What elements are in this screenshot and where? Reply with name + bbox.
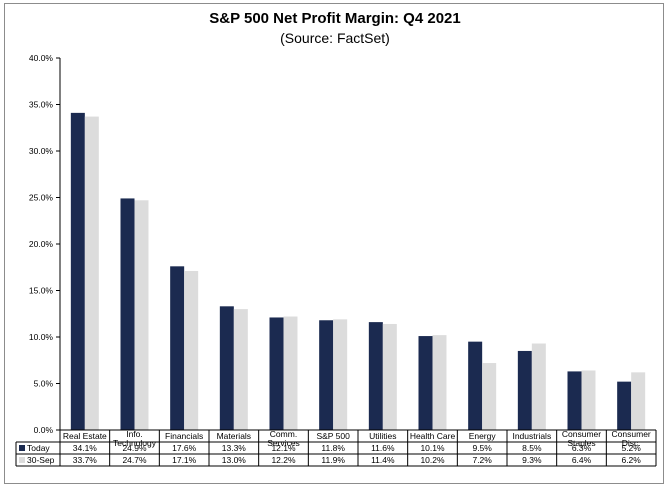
x-tick-label: Consumer Staples (562, 429, 601, 448)
bar-30-sep (134, 200, 149, 430)
x-tick-label: Materials (217, 431, 251, 441)
bar-30-sep (581, 370, 596, 430)
data-label: 34.1% (73, 443, 98, 453)
data-label: 8.5% (522, 443, 542, 453)
bar-30-sep (382, 323, 397, 430)
data-label: 11.4% (371, 455, 395, 465)
data-label: 11.9% (321, 455, 345, 465)
bar-30-sep (333, 319, 348, 430)
y-tick-label: 35.0% (29, 100, 54, 110)
x-tick-label: Financials (165, 431, 203, 441)
data-label: 7.2% (472, 455, 492, 465)
bar-30-sep (531, 343, 546, 430)
data-label: 6.4% (572, 455, 592, 465)
x-tick-label: Consumer Disc. (612, 429, 651, 448)
legend-label: Today (27, 443, 50, 453)
legend-key-30-sep (19, 457, 25, 463)
bar-30-sep (233, 309, 248, 430)
x-tick-label: Comm. Services (267, 429, 300, 448)
bar-30-sep (482, 363, 497, 430)
data-label: 9.3% (522, 455, 542, 465)
data-label: 13.0% (222, 455, 247, 465)
bar-today (319, 320, 334, 430)
bar-today (567, 371, 582, 430)
bar-30-sep (432, 335, 447, 430)
legend-key-today (19, 445, 25, 451)
y-tick-label: 25.0% (29, 193, 54, 203)
y-tick-label: 15.0% (29, 286, 54, 296)
bar-30-sep (283, 316, 298, 430)
bar-30-sep (631, 372, 646, 430)
y-tick-label: 10.0% (29, 332, 54, 342)
x-tick-label: Utilities (369, 431, 396, 441)
data-label: 5.2% (621, 443, 641, 453)
data-label: 11.8% (321, 443, 345, 453)
y-tick-label: 20.0% (29, 239, 54, 249)
data-label: 10.2% (420, 455, 445, 465)
data-label: 10.1% (420, 443, 445, 453)
x-tick-label: Energy (469, 431, 497, 441)
bar-today (468, 341, 483, 430)
y-tick-label: 0.0% (34, 425, 54, 435)
data-label: 6.3% (572, 443, 592, 453)
data-label: 17.6% (172, 443, 197, 453)
bar-today (617, 381, 632, 430)
x-tick-label: Industrials (512, 431, 551, 441)
x-tick-label: Info. Technology (113, 429, 157, 448)
legend-label: 30-Sep (27, 455, 55, 465)
y-tick-label: 5.0% (34, 379, 54, 389)
bar-today (170, 266, 185, 430)
x-tick-label: Real Estate (63, 431, 107, 441)
data-label: 24.9% (122, 443, 147, 453)
x-tick-label: Health Care (410, 431, 456, 441)
data-label: 6.2% (621, 455, 641, 465)
bar-today (269, 317, 284, 430)
bar-30-sep (184, 270, 199, 430)
y-tick-label: 30.0% (29, 146, 54, 156)
data-label: 12.1% (271, 443, 296, 453)
bar-today (120, 198, 135, 430)
data-label: 11.6% (371, 443, 395, 453)
y-tick-label: 40.0% (29, 53, 54, 63)
bar-today (368, 322, 383, 430)
data-label: 9.5% (472, 443, 492, 453)
bar-today (70, 112, 85, 431)
bar-today (418, 336, 433, 430)
data-label: 13.3% (222, 443, 247, 453)
data-label: 33.7% (73, 455, 98, 465)
x-tick-label: S&P 500 (316, 431, 350, 441)
chart-title: S&P 500 Net Profit Margin: Q4 2021 (209, 10, 461, 27)
bar-today (517, 350, 532, 430)
data-label: 12.2% (271, 455, 296, 465)
chart-subtitle: (Source: FactSet) (280, 30, 390, 46)
data-label: 17.1% (172, 455, 197, 465)
data-label: 24.7% (122, 455, 147, 465)
bar-30-sep (84, 116, 99, 430)
bar-today (219, 306, 234, 430)
